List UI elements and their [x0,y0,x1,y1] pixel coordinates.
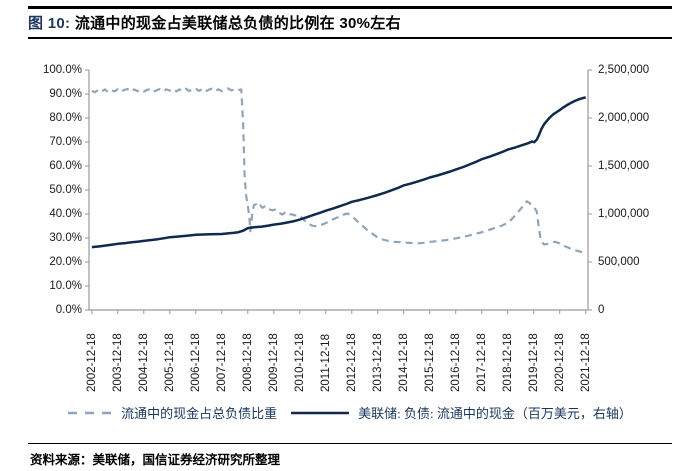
x-axis-tick-label: 2012-12-18 [345,333,358,392]
left-axis-tick-label: 80.0% [49,112,82,124]
right-axis-tick-label: 2,500,000 [598,64,650,76]
title-underline [28,37,672,39]
left-axis-tick-label: 10.0% [49,280,82,292]
x-axis-tick-label: 2007-12-18 [215,333,228,392]
legend-label: 美联储: 负债: 流通中的现金（百万美元，右轴） [358,406,632,421]
x-axis-tick-label: 2013-12-18 [371,333,384,392]
source-text: 美联储，国信证券经济研究所整理 [92,453,281,467]
chart-plot-area [85,69,592,314]
x-axis-tick-label: 2003-12-18 [111,333,124,392]
right-axis-tick-label: 500,000 [598,256,640,268]
footer-rule [28,443,672,444]
figure-title: 图 10: 流通中的现金占美联储总负债的比例在 30%左右 [28,12,672,33]
chart-legend: 流通中的现金占总负债比重 美联储: 负债: 流通中的现金（百万美元，右轴） [0,403,700,422]
right-axis-tick-label: 1,000,000 [598,208,650,220]
x-axis-tick-label: 2018-12-18 [501,333,514,392]
legend-dashed-line-sample [68,411,113,414]
x-axis-tick-label: 2017-12-18 [475,333,488,392]
x-axis-tick-label: 2009-12-18 [267,333,280,392]
left-axis-tick-label: 90.0% [49,88,82,100]
x-axis-tick-label: 2014-12-18 [397,333,410,392]
x-axis-tick-label: 2021-12-18 [579,333,592,392]
left-axis-tick-label: 20.0% [49,256,82,268]
left-axis-tick-label: 0.0% [55,304,82,316]
left-axis-tick-label: 70.0% [49,136,82,148]
axis-tick-marks [85,69,592,314]
x-axis-tick-label: 2020-12-18 [553,333,566,392]
x-axis-tick-label: 2010-12-18 [293,333,306,392]
right-axis-tick-label: 1,500,000 [598,160,650,172]
x-axis-tick-label: 2011-12-18 [319,334,332,392]
x-axis-tick-label: 2008-12-18 [241,333,254,392]
legend-label: 流通中的现金占总负债比重 [121,406,278,421]
x-axis-tick-label: 2004-12-18 [137,333,150,392]
ratio-dashed-line [91,87,586,254]
figure-label: 图 10: [28,15,71,32]
source-note: 资料来源：美联储，国信证券经济研究所整理 [30,449,280,468]
right-axis-tick-label: 2,000,000 [598,112,650,124]
figure-title-text: 流通中的现金占美联储总负债的比例在 30%左右 [74,15,401,32]
x-axis-tick-label: 2016-12-18 [449,333,462,392]
left-axis-tick-label: 100.0% [42,64,82,76]
source-label: 资料来源： [30,453,93,467]
left-axis-tick-label: 50.0% [49,184,82,196]
axis-lines [88,70,589,311]
legend-item: 美联储: 负债: 流通中的现金（百万美元，右轴） [291,403,632,422]
x-axis-tick-label: 2015-12-18 [423,333,436,392]
x-axis-tick-label: 2006-12-18 [189,333,202,392]
legend-item: 流通中的现金占总负债比重 [68,403,277,422]
x-axis-tick-label: 2005-12-18 [163,333,176,392]
left-axis-tick-label: 60.0% [49,160,82,172]
x-axis-tick-label: 2019-12-18 [527,333,540,392]
right-axis-tick-label: 0 [598,304,605,316]
top-rule [28,6,672,9]
legend-solid-line-sample [291,411,350,414]
left-axis-tick-label: 40.0% [49,208,82,220]
x-axis-tick-label: 2002-12-18 [85,333,98,392]
left-axis-tick-label: 30.0% [49,232,82,244]
cash-solid-line [91,96,586,249]
